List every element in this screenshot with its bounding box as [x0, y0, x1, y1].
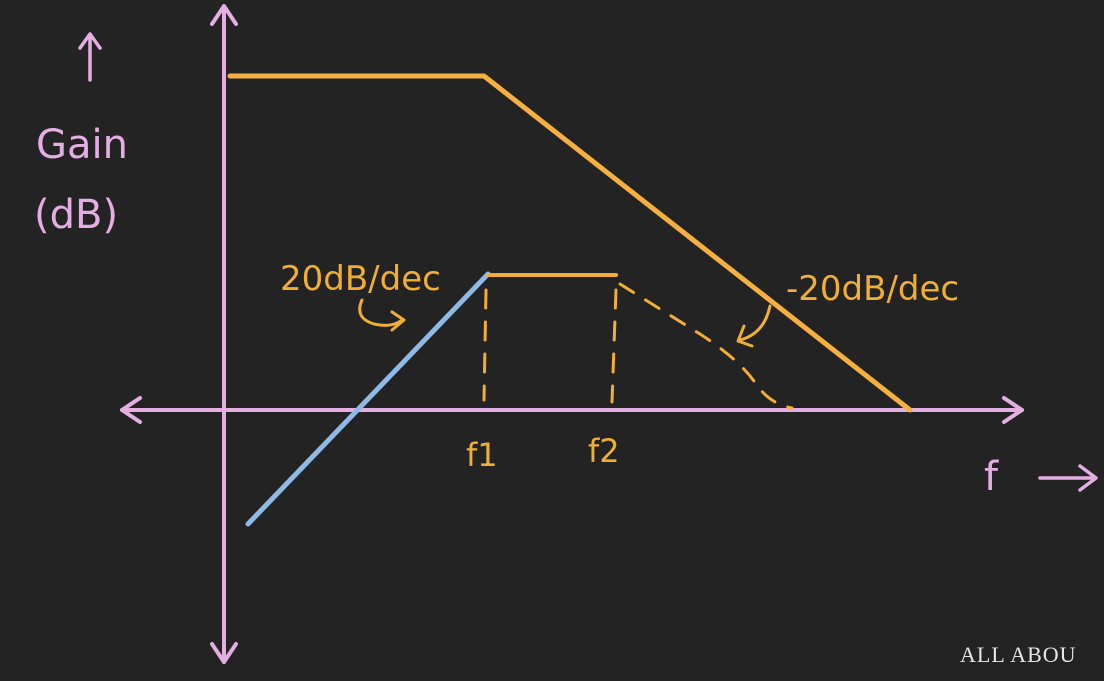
falling-slope-label: -20dB/dec: [786, 269, 959, 309]
falling-slope-pointer-head: [736, 324, 754, 348]
gain-up-arrow-icon: [78, 32, 102, 82]
y-axis-bottom-arrowhead: [210, 642, 238, 664]
rising-slope-line: [245, 271, 491, 527]
x-axis-label-f: f: [984, 454, 999, 500]
frequency-right-arrow-icon: [1038, 464, 1098, 492]
y-axis-label-db: (dB): [34, 192, 118, 238]
rising-slope-label: 20dB/dec: [280, 259, 441, 299]
rising-slope-pointer-arrow-icon: [358, 298, 404, 327]
y-axis-top-arrowhead: [210, 4, 238, 26]
x-axis-right-arrowhead: [1002, 396, 1024, 424]
f1-marker-label: f1: [466, 436, 498, 474]
f1-dashed-line: [482, 288, 488, 402]
channel-watermark: ALL ABOU: [960, 642, 1077, 667]
y-axis-label-gain: Gain: [36, 122, 128, 168]
lowpass-gain-curve: [227, 73, 913, 413]
f2-marker-label: f2: [588, 432, 620, 470]
rolloff-dashed-curve: [618, 282, 794, 410]
rising-slope-pointer-head: [390, 310, 406, 332]
f2-dashed-line: [610, 288, 618, 404]
falling-slope-pointer-arrow-icon: [738, 304, 772, 342]
x-axis-left-arrowhead: [120, 396, 142, 424]
